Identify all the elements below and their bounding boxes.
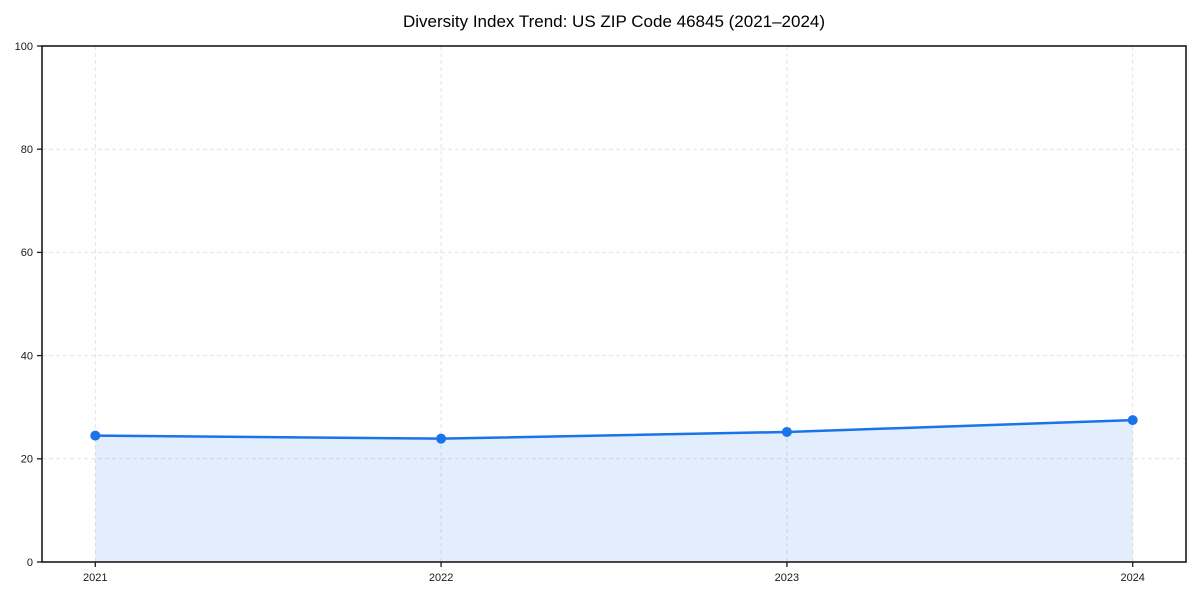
x-tick-label: 2024 bbox=[1120, 572, 1144, 584]
y-tick-label: 40 bbox=[21, 350, 33, 362]
trend-line bbox=[94, 418, 1134, 440]
area-fill bbox=[95, 420, 1133, 562]
data-point bbox=[436, 433, 447, 444]
y-tick-label: 0 bbox=[27, 557, 33, 569]
x-tick-label: 2022 bbox=[429, 572, 453, 584]
y-tick-label: 60 bbox=[21, 247, 33, 259]
y-tick-label: 100 bbox=[15, 41, 33, 53]
x-tick-label: 2023 bbox=[775, 572, 799, 584]
y-tick-label: 20 bbox=[21, 454, 33, 466]
x-tick-label: 2021 bbox=[83, 572, 107, 584]
data-point bbox=[781, 426, 792, 437]
y-tick-label: 80 bbox=[21, 144, 33, 156]
plot-border bbox=[41, 45, 1187, 563]
chart-title: Diversity Index Trend: US ZIP Code 46845… bbox=[402, 12, 826, 31]
data-point bbox=[1127, 415, 1138, 426]
data-point bbox=[90, 430, 101, 441]
